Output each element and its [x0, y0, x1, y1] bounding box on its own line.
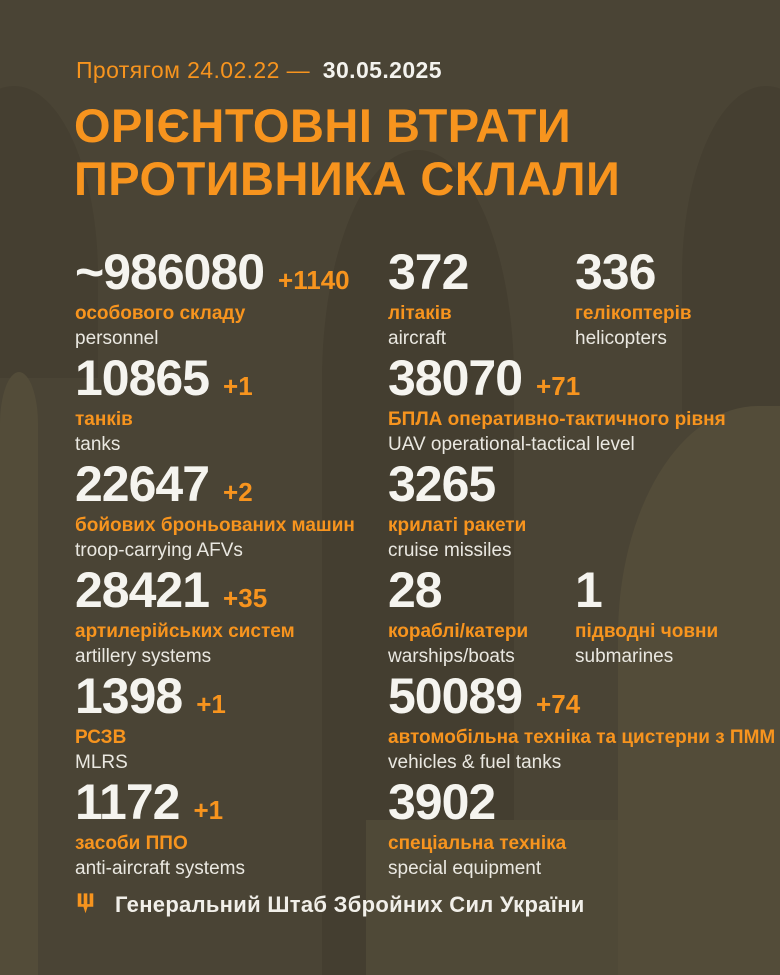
stat-label-uk: засоби ППО — [75, 833, 188, 854]
stat-label-en: warships/boats — [388, 645, 515, 667]
watermark-right-region-shape — [618, 406, 780, 975]
stat-delta: +1140 — [278, 265, 350, 295]
stat-label-uk: БПЛА оперативно-тактичного рівня — [388, 409, 726, 430]
stat-label-en: cruise missiles — [388, 539, 512, 561]
stat-label-en: vehicles & fuel tanks — [388, 751, 562, 773]
stat-value: 372 — [388, 244, 469, 300]
stat-label-en: tanks — [75, 433, 121, 455]
stat-label-uk: особового складу — [75, 303, 246, 324]
stat-label-uk: гелікоптерів — [575, 303, 692, 324]
stat-label-uk: підводні човни — [575, 621, 719, 642]
stat-warships: 28 кораблі/катери warships/boats — [388, 564, 575, 670]
stat-row-navy: 28 кораблі/катери warships/boats 1 підво… — [388, 564, 775, 670]
trident-icon — [76, 893, 95, 917]
stat-special-equipment: 3902 спеціальна техніка special equipmen… — [388, 776, 775, 882]
period-prefix: Протягом 24.02.22 — — [76, 57, 310, 83]
stat-label-en: UAV operational-tactical level — [388, 433, 635, 455]
stat-value: 3265 — [388, 456, 496, 512]
footer: Генеральний Штаб Збройних Сил України — [76, 892, 585, 918]
stat-row-air: 372 літаків aircraft 336 гелікоптерів he… — [388, 246, 775, 352]
stat-mlrs: 1398 +1 РСЗВ MLRS — [75, 670, 388, 776]
stat-anti-aircraft: 1172 +1 засоби ППО anti-aircraft systems — [75, 776, 388, 882]
stat-value: 10865 — [75, 350, 210, 406]
stat-delta: +1 — [196, 689, 226, 719]
stat-value: 38070 — [388, 350, 523, 406]
stat-label-en: anti-aircraft systems — [75, 857, 245, 879]
stat-label-en: personnel — [75, 327, 159, 349]
stat-delta: +71 — [536, 371, 581, 401]
stat-label-uk: спеціальна техніка — [388, 833, 567, 854]
stat-artillery: 28421 +35 артилерійських систем artiller… — [75, 564, 388, 670]
stat-cruise-missiles: 3265 крилаті ракети cruise missiles — [388, 458, 775, 564]
stat-label-uk: літаків — [388, 303, 452, 324]
stat-label-en: special equipment — [388, 857, 542, 879]
stat-value: 3902 — [388, 774, 496, 830]
stat-delta: +2 — [223, 477, 253, 507]
stat-tanks: 10865 +1 танків tanks — [75, 352, 388, 458]
watermark-left-band-shape — [0, 372, 38, 975]
stat-label-uk: автомобільна техніка та цистерни з ПММ — [388, 727, 776, 748]
report-date: 30.05.2025 — [322, 57, 442, 83]
report-period: Протягом 24.02.22 — 30.05.2025 — [76, 57, 442, 84]
stat-value: 50089 — [388, 668, 523, 724]
stat-value: 22647 — [75, 456, 210, 512]
stat-helicopters: 336 гелікоптерів helicopters — [575, 246, 775, 352]
stat-value: 28 — [388, 562, 443, 618]
stat-value: 1172 — [75, 774, 180, 830]
stat-submarines: 1 підводні човни submarines — [575, 564, 775, 670]
stat-uav: 38070 +71 БПЛА оперативно-тактичного рів… — [388, 352, 775, 458]
org-name: Генеральний Штаб Збройних Сил України — [115, 892, 585, 917]
stat-label-uk: артилерійських систем — [75, 621, 295, 642]
stat-label-uk: РСЗВ — [75, 727, 127, 748]
stat-label-uk: бойових броньованих машин — [75, 515, 355, 536]
stat-label-en: MLRS — [75, 751, 128, 773]
stat-value: ~986080 — [75, 244, 265, 300]
stat-label-uk: танків — [75, 409, 133, 430]
stat-label-en: aircraft — [388, 327, 447, 349]
stats-column-right: 372 літаків aircraft 336 гелікоптерів he… — [388, 246, 775, 882]
stat-vehicles-fuel: 50089 +74 автомобільна техніка та цистер… — [388, 670, 775, 776]
page-title-line2: ПРОТИВНИКА СКЛАЛИ — [74, 152, 621, 206]
page-title-line1: ОРІЄНТОВНІ ВТРАТИ — [74, 99, 572, 152]
stat-label-uk: кораблі/катери — [388, 621, 529, 642]
stat-delta: +1 — [193, 795, 224, 825]
stat-value: 28421 — [75, 562, 210, 618]
page-title: ОРІЄНТОВНІ ВТРАТИ ПРОТИВНИКА СКЛАЛИ — [74, 99, 620, 205]
stat-personnel: ~986080 +1140 особового складу personnel — [75, 246, 388, 352]
stat-label-en: submarines — [575, 645, 674, 667]
stats-column-left: ~986080 +1140 особового складу personnel… — [75, 246, 388, 882]
stat-label-en: artillery systems — [75, 645, 212, 667]
stat-value: 1398 — [75, 668, 183, 724]
stat-value: 336 — [575, 244, 656, 300]
stat-delta: +1 — [223, 371, 253, 401]
stat-label-en: troop-carrying AFVs — [75, 539, 243, 561]
stat-afv: 22647 +2 бойових броньованих машин troop… — [75, 458, 388, 564]
stat-delta: +35 — [223, 583, 268, 613]
stat-aircraft: 372 літаків aircraft — [388, 246, 575, 352]
stat-delta: +74 — [536, 689, 581, 719]
stat-value: 1 — [575, 562, 603, 618]
stat-label-en: helicopters — [575, 327, 667, 349]
stat-label-uk: крилаті ракети — [388, 515, 527, 536]
stats-grid: ~986080 +1140 особового складу personnel… — [75, 246, 775, 882]
